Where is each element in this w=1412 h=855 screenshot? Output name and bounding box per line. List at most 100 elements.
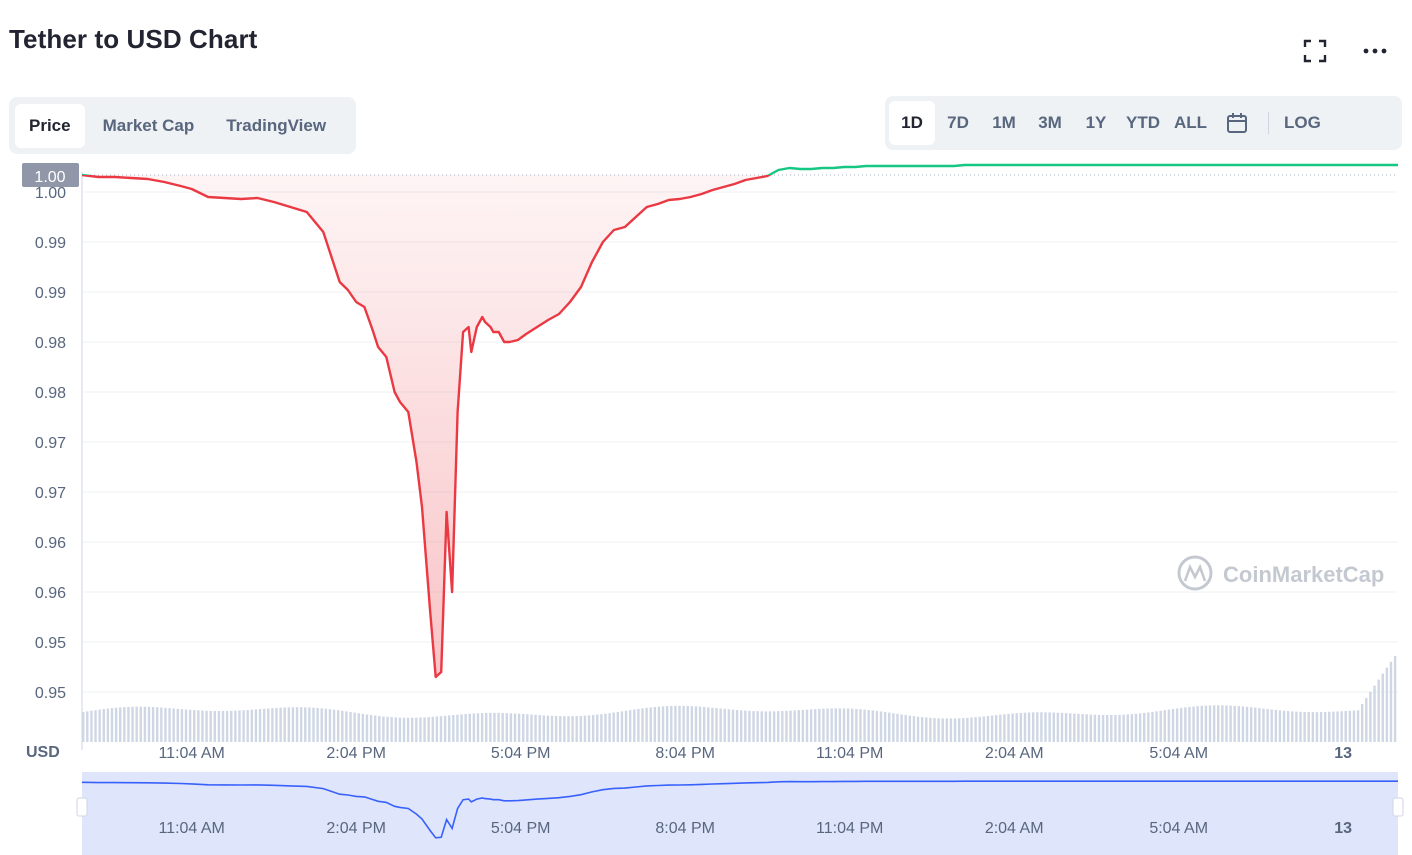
- volume-bar: [1106, 715, 1109, 742]
- volume-bar: [542, 715, 545, 742]
- volume-bar: [937, 718, 940, 742]
- range-1m[interactable]: 1M: [992, 113, 1016, 132]
- volume-bar: [892, 713, 895, 742]
- volume-bar: [990, 715, 994, 742]
- y-tick-label: 0.96: [35, 585, 66, 602]
- volume-bar: [826, 708, 829, 742]
- volume-bar: [1258, 708, 1261, 742]
- volume-bar: [176, 708, 179, 742]
- volume-bar: [431, 716, 434, 742]
- y-tick-label: 0.98: [35, 385, 66, 402]
- volume-bar: [476, 713, 480, 742]
- volume-bar: [698, 706, 702, 742]
- range-1d[interactable]: 1D: [889, 101, 935, 145]
- expand-icon[interactable]: [1302, 38, 1328, 64]
- volume-bar: [242, 710, 245, 742]
- volume-bar: [369, 715, 373, 742]
- volume-bar: [1217, 705, 1220, 742]
- volume-bar: [661, 706, 665, 742]
- volume-bar: [1212, 705, 1216, 742]
- volume-bar: [801, 709, 805, 742]
- range-ytd[interactable]: YTD: [1126, 113, 1160, 132]
- volume-bar: [727, 709, 731, 742]
- range-7d[interactable]: 7D: [947, 113, 969, 132]
- volume-bar: [966, 717, 969, 742]
- volume-bar: [1040, 712, 1043, 742]
- volume-bar: [1241, 706, 1245, 742]
- price-chart[interactable]: 1.00 0.99 0.99 0.98 0.98 0.97 0.97 0.96 0.96 0.95…: [0, 160, 1412, 855]
- volume-bar: [291, 707, 295, 742]
- y-tick-label: 1.00: [35, 185, 66, 202]
- volume-bar: [1151, 711, 1154, 742]
- range-all[interactable]: ALL: [1174, 113, 1208, 132]
- volume-bar: [637, 708, 640, 742]
- volume-bar: [365, 714, 369, 742]
- volume-bar: [883, 712, 887, 742]
- volume-bar: [1348, 710, 1352, 742]
- x-tick-label: 2:04 AM: [985, 745, 1044, 762]
- volume-bar: [1064, 713, 1068, 742]
- volume-bar: [740, 710, 743, 742]
- y-tick-label: 0.95: [35, 635, 66, 652]
- log-scale-button[interactable]: LOG: [1284, 113, 1321, 132]
- chart-toolbar: [1302, 38, 1388, 64]
- volume-bar: [1233, 705, 1236, 742]
- volume-bar: [1171, 709, 1175, 742]
- volume-bar: [933, 718, 936, 742]
- volume-bar: [86, 711, 89, 742]
- volume-bar: [793, 710, 796, 742]
- volume-bar: [612, 712, 615, 742]
- volume-bar: [1295, 711, 1298, 742]
- tab-market-cap[interactable]: Market Cap: [102, 115, 195, 135]
- tab-price[interactable]: Price: [15, 103, 85, 148]
- volume-bar: [427, 717, 430, 742]
- volume-bar: [373, 715, 377, 742]
- current-price-badge: [22, 163, 79, 187]
- volume-bar: [620, 711, 624, 742]
- volume-bar: [522, 713, 525, 742]
- volume-bar: [98, 709, 101, 742]
- x-tick-label: 8:04 PM: [655, 745, 715, 762]
- volume-bar: [1101, 714, 1105, 742]
- volume-bar: [530, 714, 533, 742]
- x-tick-label: 2:04 PM: [326, 745, 386, 762]
- coinmarketcap-logo-icon: [1177, 555, 1213, 591]
- volume-bar: [1274, 709, 1278, 742]
- range-3m[interactable]: 3M: [1038, 113, 1062, 132]
- volume-bar: [772, 711, 776, 742]
- volume-bar: [707, 707, 710, 742]
- volume-bar: [941, 718, 944, 742]
- volume-bar: [896, 713, 899, 742]
- volume-bar: [378, 716, 381, 742]
- volume-bar: [267, 708, 270, 742]
- volume-bar: [468, 713, 471, 742]
- volume-bar: [271, 708, 274, 742]
- price-area-fill: [82, 175, 1398, 677]
- volume-bar: [386, 716, 389, 742]
- price-line-up: [82, 163, 1398, 175]
- volume-bar: [1389, 661, 1393, 742]
- volume-bar: [262, 708, 266, 742]
- volume-bar: [1081, 714, 1084, 742]
- volume-bar: [217, 711, 221, 742]
- volume-bar: [328, 709, 332, 742]
- range-divider: [1268, 112, 1270, 134]
- more-dots-icon[interactable]: [1362, 38, 1388, 64]
- volume-bar: [131, 706, 134, 742]
- calendar-icon[interactable]: [1214, 101, 1260, 145]
- y-tick-label: 0.97: [35, 435, 66, 452]
- navigator-tick-label: 8:04 PM: [655, 820, 715, 837]
- volume-bar: [546, 715, 550, 742]
- volume-bar: [1204, 705, 1208, 742]
- volume-bar: [624, 710, 628, 742]
- navigator-handle-right: [1392, 797, 1404, 817]
- volume-bar: [246, 709, 249, 742]
- volume-bar: [517, 713, 521, 742]
- volume-bar: [851, 708, 854, 742]
- tab-tradingview[interactable]: TradingView: [226, 115, 327, 135]
- volume-bar: [756, 711, 759, 742]
- volume-bar: [1163, 710, 1166, 742]
- volume-bar: [1155, 711, 1158, 742]
- range-1y[interactable]: 1Y: [1085, 113, 1107, 132]
- volume-bar: [653, 706, 657, 742]
